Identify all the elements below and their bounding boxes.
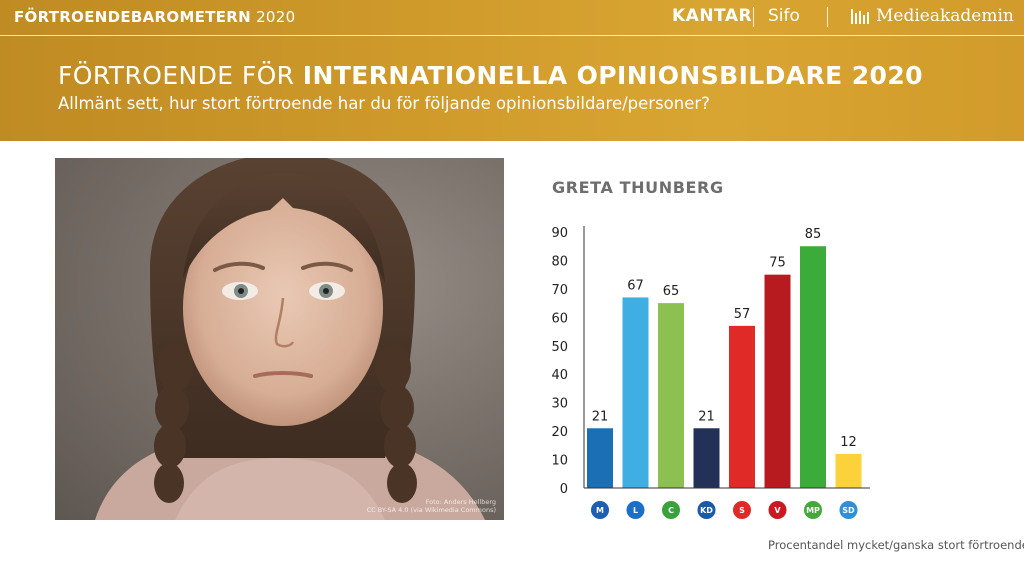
chart-title: GRETA THUNBERG [552,178,724,197]
y-tick-label: 60 [551,311,568,326]
page-subtitle: Allmänt sett, hur stort förtroende har d… [58,94,710,113]
bar-s [729,325,755,488]
photo-credit: Foto: Anders Hellberg CC BY-SA 4.0 (via … [367,498,496,514]
footnote: Procentandel mycket/ganska stort förtroe… [768,538,1024,552]
y-tick-label: 70 [551,283,568,298]
bar-m [587,428,613,488]
x-category-label: S [739,506,745,515]
party-l-icon [626,501,645,519]
top-bar: FÖRTROENDEBAROMETERN 2020 KANTAR Sifo Me… [0,0,1024,36]
report-brand-name: FÖRTROENDEBAROMETERN [14,8,252,26]
party-mp-icon [804,501,822,519]
y-tick-label: 30 [551,397,568,412]
y-tick-label: 90 [551,226,568,241]
bar-sd [835,453,862,488]
header-band: FÖRTROENDEBAROMETERN 2020 KANTAR Sifo Me… [0,0,1024,141]
party-m-icon [591,501,609,519]
x-category-label: M [596,506,604,515]
medieakademin-name: Medieakademin [876,6,1014,26]
sifo-logo: Sifo [768,6,800,26]
party-c-icon [662,501,680,519]
page-title-bold: INTERNATIONELLA OPINIONSBILDARE 2020 [302,61,923,90]
bar-value-label: 75 [769,256,786,271]
portrait-photo: Foto: Anders Hellberg CC BY-SA 4.0 (via … [55,158,504,520]
bar-mp [800,246,826,488]
y-tick-label: 10 [551,454,568,469]
bar-value-label: 85 [805,227,822,242]
bar-l [622,297,649,488]
y-tick-label: 50 [551,340,568,355]
bar-value-label: 12 [840,435,857,450]
x-category-label: KD [700,506,713,515]
y-tick-label: 80 [551,254,568,269]
bar-kd [693,428,720,488]
logo-divider [753,7,754,27]
party-kd-icon [697,501,716,519]
bar-value-label: 65 [663,284,680,299]
photo-credit-line: Foto: Anders Hellberg [425,498,496,506]
party-v-icon [768,501,787,519]
party-s-icon [733,501,751,519]
page-title: FÖRTROENDE FÖR INTERNATIONELLA OPINIONSB… [58,61,923,90]
report-brand-year: 2020 [256,8,296,26]
x-category-label: V [774,506,781,515]
report-brand: FÖRTROENDEBAROMETERN 2020 [14,8,295,26]
medieakademin-logo: Medieakademin [851,6,1014,26]
page-title-light: FÖRTROENDE FÖR [58,61,303,90]
bar-v [764,274,791,488]
y-tick-label: 20 [551,425,568,440]
bar-value-label: 67 [627,278,644,293]
bar-value-label: 21 [698,409,715,424]
medieakademin-bars-icon [851,8,869,24]
x-category-label: C [668,506,674,515]
portrait-illustration [95,158,485,520]
x-category-label: L [633,506,638,515]
photo-credit-line: CC BY-SA 4.0 (via Wikimedia Commons) [366,506,496,514]
bar-value-label: 57 [734,307,751,322]
bar-c [658,303,684,488]
bar-value-label: 21 [592,409,609,424]
x-category-label: MP [806,506,820,515]
kantar-logo: KANTAR [672,6,753,26]
x-category-label: SD [842,506,855,515]
y-tick-label: 0 [560,482,568,497]
party-sd-icon [839,501,858,519]
logo-divider [827,7,828,27]
bar-chart: 0 10 20 30 40 50 60 70 80 90 21 M 67 L 65 C 21 KD 57 S 75 V 85… [551,226,870,519]
y-tick-label: 40 [551,368,568,383]
